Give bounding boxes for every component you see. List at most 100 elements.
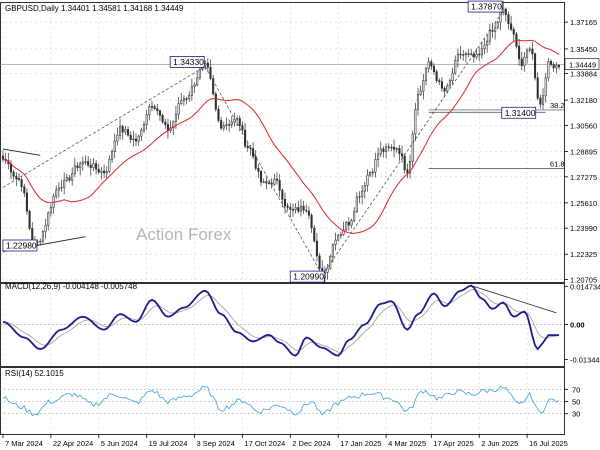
x-tick-label: 22 Apr 2024 [53,439,93,448]
candle [528,46,531,53]
candle [252,142,255,160]
candle [483,39,486,55]
candle [451,67,454,85]
fib-level-label: 38.2 [550,101,565,110]
candle [440,77,443,92]
candle [124,125,127,136]
macd-tick-label: 0.00 [570,321,585,330]
candle [198,66,201,80]
candle [25,188,28,215]
candle [361,184,364,205]
candle [443,86,446,98]
macd-tick-label: 0.014734 [570,282,600,291]
price-label-box [501,106,537,119]
current-price-box [564,58,600,70]
candle [534,52,537,81]
price-tick-label: 1.32180 [570,96,597,105]
candle [549,59,553,67]
candle [108,155,111,174]
candle [406,163,409,179]
sma-line [2,39,560,234]
candle [225,117,228,131]
watermark: Action Forex [136,225,232,244]
candle [236,115,239,126]
candle [111,149,114,164]
x-tick-label: 2 Dec 2024 [292,439,330,448]
candle [411,130,414,169]
candle [523,52,526,72]
candle [137,134,140,146]
candle [552,61,555,72]
candle [432,63,435,75]
dashed-trendline [321,10,504,276]
candle [435,69,438,83]
x-tick-label: 17 Oct 2024 [244,439,285,448]
candle [331,243,334,263]
candle [395,147,398,153]
candle [464,51,467,63]
candle [92,158,95,172]
candle [39,238,42,246]
candle [49,204,52,217]
macd-line [2,284,559,357]
candle [81,156,84,171]
candle [408,154,412,179]
candle [366,169,369,192]
candle [55,185,58,199]
x-tick-label: 4 Mar 2025 [388,439,426,448]
candle [257,163,260,178]
candle [326,264,329,280]
candle [275,172,279,185]
price-tick-label: 1.27275 [570,173,597,182]
price-tick-label: 1.23990 [570,224,597,233]
candle [180,92,183,106]
candle [121,124,124,140]
candle [313,224,316,243]
candle [172,120,175,136]
candle [302,200,305,214]
candle [470,49,473,56]
candle [206,58,209,73]
candle [254,150,257,171]
candle [20,177,23,192]
price-label-box [169,56,205,68]
candle [520,51,523,71]
candle [510,16,513,32]
candle [222,121,225,132]
candle [456,48,459,68]
candle [496,20,499,30]
candle [345,220,348,233]
candle [150,100,154,112]
price-label-box [467,0,503,13]
candle [142,121,146,134]
candle [100,167,103,180]
candle [73,157,76,177]
price-label: 1.34330 [173,57,204,67]
candle [459,46,462,60]
candle [462,49,465,61]
candle [427,57,430,73]
candle [371,168,374,178]
candle [47,211,50,231]
rsi-tick-label: 30 [572,410,580,419]
candle [278,174,281,197]
candle [76,162,79,172]
candle [87,156,90,168]
candle [89,159,92,176]
candle [401,145,404,163]
candle [209,59,212,81]
candle [363,182,366,199]
candle [305,204,308,213]
x-tick-label: 3 Sep 2024 [197,439,235,448]
candle [422,73,425,100]
candle [504,7,507,22]
candle [385,143,388,159]
candle [494,21,497,40]
x-tick-label: 17 Apr 2025 [433,439,473,448]
candle [387,143,390,152]
price-tick-label: 1.35450 [570,45,597,54]
candle [71,167,74,186]
candle [350,218,353,229]
candle [68,174,71,183]
candle [337,234,340,242]
